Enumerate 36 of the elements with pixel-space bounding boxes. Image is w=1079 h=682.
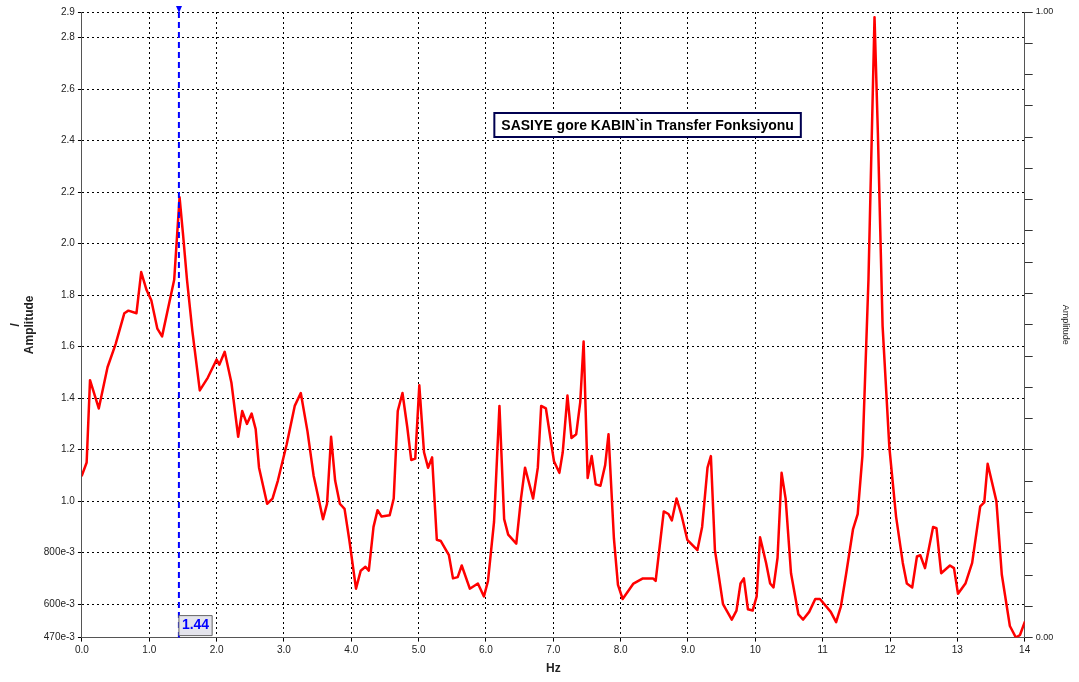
x-tick-label: 2.0: [209, 644, 224, 656]
y-tick-label: 470e-3: [43, 631, 76, 643]
y-axis-title: / Amplitude: [7, 295, 36, 355]
x-tick-label: 14: [1019, 644, 1031, 656]
y-tick-label: 2.6: [61, 82, 76, 94]
y2-tick-label: 0.00: [1035, 632, 1054, 643]
x-tick-label: 5.0: [411, 644, 427, 656]
x-tick-label: 11: [817, 644, 829, 656]
x-tick-label: 4.0: [344, 644, 359, 656]
y-tick-label: 1.8: [61, 288, 76, 300]
ref-line-label: 1.44: [181, 616, 210, 633]
y-tick-label: 600e-3: [43, 597, 76, 609]
x-tick-label: 13: [951, 644, 964, 656]
x-tick-label: 0.0: [74, 644, 90, 656]
y-tick-label: 2.0: [61, 237, 76, 249]
y-tick-label: 800e-3: [43, 546, 76, 558]
x-tick-label: 9.0: [681, 644, 696, 656]
x-tick-label: 6.0: [479, 644, 494, 656]
x-tick-label: 7.0: [546, 644, 561, 656]
y-tick-label: 2.4: [61, 134, 76, 146]
y2-axis-title: Amplitude: [1061, 304, 1072, 345]
x-tick-label: 3.0: [277, 644, 292, 656]
x-tick-label: 1.0: [142, 644, 157, 656]
y-tick-label: 2.2: [61, 185, 76, 197]
annotation: SASIYE gore KABIN`in Transfer Fonksiyonu: [501, 116, 794, 133]
x-tick-label: 12: [884, 644, 896, 656]
y-tick-label: 1.0: [61, 494, 76, 506]
y-tick-label: 1.4: [61, 391, 76, 403]
x-tick-label: 10: [749, 644, 762, 656]
x-tick-label: 8.0: [613, 644, 629, 656]
y-tick-label: 1.6: [61, 340, 76, 352]
y2-tick-label: 1.00: [1035, 6, 1054, 17]
y-tick-label: 2.8: [61, 31, 76, 43]
y-tick-label: 1.2: [61, 443, 76, 455]
x-axis-title: Hz: [545, 661, 561, 676]
y-tick-label: 2.9: [61, 5, 76, 17]
